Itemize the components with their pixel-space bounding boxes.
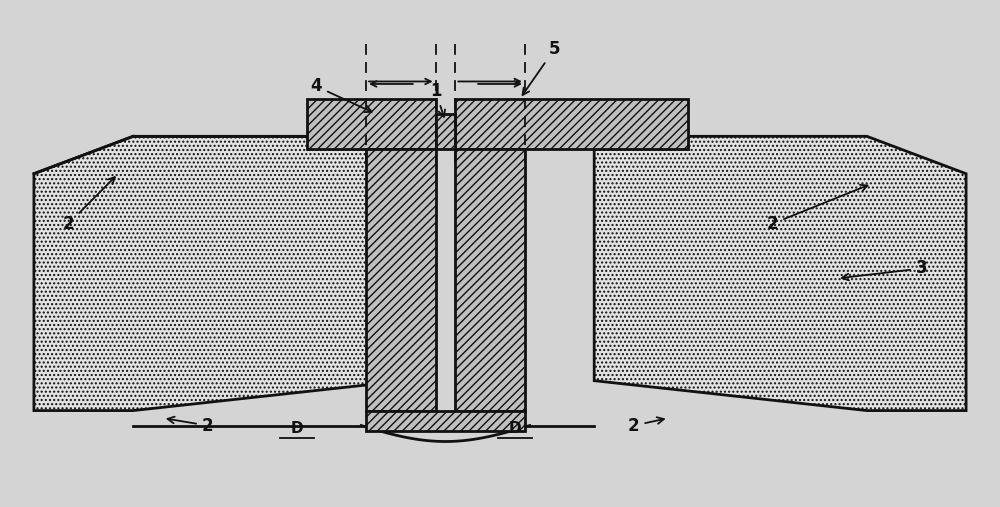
Polygon shape <box>455 99 688 149</box>
Polygon shape <box>34 136 406 411</box>
Text: 5: 5 <box>523 40 560 95</box>
Text: 3: 3 <box>842 260 927 280</box>
Polygon shape <box>366 411 525 430</box>
Text: 4: 4 <box>311 78 372 112</box>
Text: 2: 2 <box>628 417 664 434</box>
Text: D: D <box>509 420 521 436</box>
Text: 1: 1 <box>430 83 445 117</box>
Text: 2: 2 <box>63 177 115 233</box>
Text: D: D <box>290 420 303 436</box>
Polygon shape <box>436 114 455 149</box>
Polygon shape <box>455 149 525 411</box>
Text: 2: 2 <box>168 417 213 434</box>
Polygon shape <box>594 136 966 411</box>
Polygon shape <box>366 149 436 411</box>
Polygon shape <box>307 99 436 149</box>
Text: 2: 2 <box>767 185 867 233</box>
